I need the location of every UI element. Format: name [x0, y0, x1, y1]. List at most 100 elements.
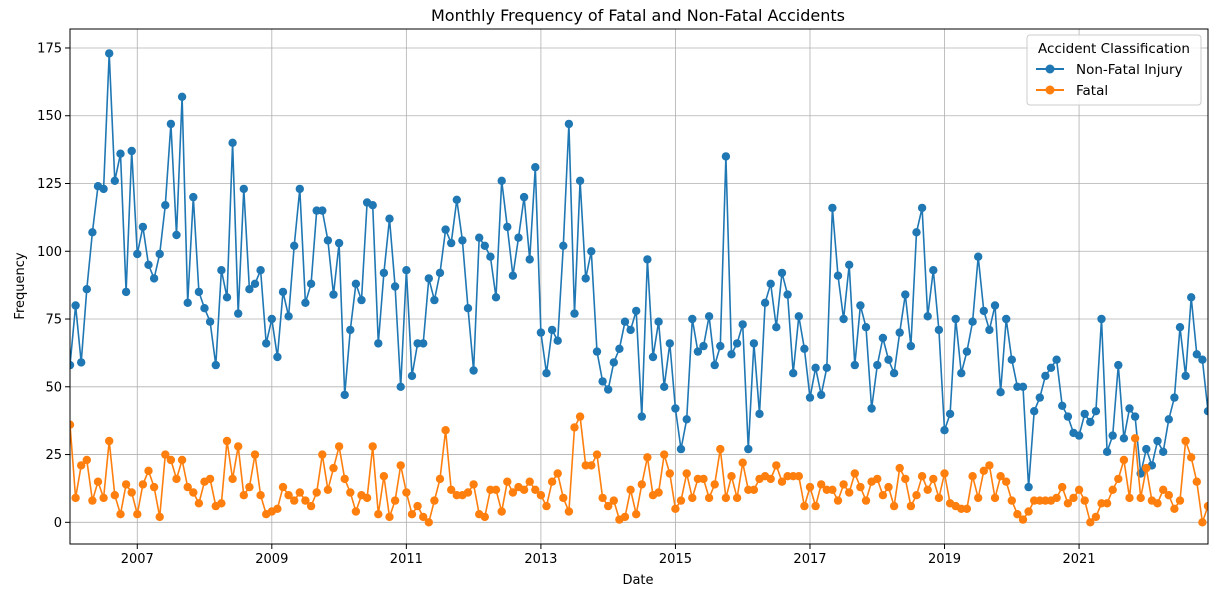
data-point-non-fatal-injury [559, 241, 568, 250]
data-point-non-fatal-injury [1175, 323, 1185, 332]
data-point-non-fatal-injury [934, 325, 944, 335]
data-point-non-fatal-injury [172, 230, 181, 240]
data-point-non-fatal-injury [704, 312, 714, 321]
data-point-fatal [688, 493, 697, 503]
data-point-fatal [632, 510, 641, 519]
data-point-fatal [144, 466, 153, 475]
data-point-fatal [990, 493, 1000, 503]
data-point-non-fatal-injury [867, 404, 876, 413]
legend-marker-non-fatal-injury [1045, 64, 1055, 74]
data-point-non-fatal-injury [284, 312, 293, 321]
data-point-non-fatal-injury [1018, 382, 1028, 391]
data-point-non-fatal-injury [542, 369, 551, 378]
data-point-fatal [828, 485, 837, 494]
data-point-fatal [1203, 501, 1208, 511]
data-point-non-fatal-injury [351, 279, 361, 288]
data-point-fatal [368, 442, 377, 451]
data-point-non-fatal-injury [183, 298, 192, 307]
x-tick-label: 2017 [793, 552, 826, 567]
data-point-fatal [878, 491, 888, 500]
data-point-non-fatal-injury [1181, 371, 1190, 381]
data-point-non-fatal-injury [105, 49, 114, 58]
x-tick-label: 2019 [928, 552, 961, 567]
data-point-fatal [323, 485, 333, 494]
data-point-fatal [850, 469, 859, 478]
data-point-fatal [1192, 477, 1202, 486]
data-point-fatal [598, 493, 607, 503]
data-point-non-fatal-injury [278, 287, 288, 297]
data-point-fatal [912, 491, 921, 500]
data-point-non-fatal-injury [435, 268, 445, 278]
data-point-non-fatal-injury [789, 369, 798, 378]
data-point-fatal [1142, 463, 1151, 473]
data-point-fatal [1170, 504, 1179, 513]
data-point-fatal [604, 501, 613, 511]
data-point-non-fatal-injury [783, 290, 792, 299]
data-point-fatal [917, 472, 927, 481]
data-point-non-fatal-injury [940, 426, 949, 435]
data-point-fatal [1013, 510, 1022, 519]
data-point-fatal [1108, 485, 1117, 494]
data-point-fatal [547, 477, 557, 486]
data-point-fatal [620, 512, 630, 522]
data-point-fatal [116, 510, 125, 519]
data-point-fatal [105, 436, 114, 446]
data-point-non-fatal-injury [519, 192, 529, 202]
data-point-fatal [284, 491, 293, 500]
data-point-fatal [250, 450, 260, 459]
data-point-non-fatal-injury [1002, 314, 1011, 324]
data-point-non-fatal-injury [749, 339, 759, 348]
data-point-non-fatal-injury [1114, 360, 1123, 370]
data-point-non-fatal-injury [581, 274, 590, 283]
data-point-non-fatal-injury [228, 138, 237, 147]
data-point-fatal [1164, 491, 1174, 500]
data-point-non-fatal-injury [620, 317, 630, 326]
data-point-fatal [542, 501, 551, 511]
data-point-fatal [234, 442, 243, 451]
data-point-non-fatal-injury [951, 314, 960, 324]
data-point-fatal [351, 507, 361, 516]
data-point-fatal [340, 474, 349, 484]
data-point-non-fatal-injury [116, 149, 125, 158]
data-point-non-fatal-injury [996, 388, 1005, 397]
data-point-fatal [794, 472, 803, 481]
data-point-non-fatal-injury [536, 328, 546, 337]
data-point-non-fatal-injury [407, 371, 417, 381]
data-point-fatal [385, 512, 394, 522]
data-point-non-fatal-injury [648, 352, 658, 362]
data-point-non-fatal-injury [346, 325, 355, 335]
data-point-non-fatal-injury [873, 360, 882, 370]
data-point-non-fatal-injury [262, 339, 271, 348]
data-point-non-fatal-injury [1153, 436, 1162, 446]
data-point-non-fatal-injury [217, 266, 226, 275]
data-point-non-fatal-injury [250, 279, 260, 288]
data-point-fatal [749, 485, 759, 494]
data-point-fatal [205, 474, 215, 484]
data-point-fatal [390, 496, 400, 505]
data-point-non-fatal-injury [531, 163, 540, 172]
y-tick-label: 150 [37, 109, 62, 124]
y-tick-label: 125 [37, 177, 62, 192]
data-point-non-fatal-injury [777, 268, 787, 278]
data-point-non-fatal-injury [744, 444, 753, 454]
data-point-non-fatal-injury [615, 344, 624, 353]
data-point-non-fatal-injury [626, 325, 635, 335]
data-point-non-fatal-injury [469, 366, 478, 375]
data-point-non-fatal-injury [475, 233, 484, 242]
data-point-non-fatal-injury [155, 249, 164, 259]
data-point-fatal [1002, 477, 1011, 486]
data-point-fatal [704, 493, 714, 503]
data-point-non-fatal-injury [923, 312, 932, 321]
data-point-fatal [1153, 499, 1162, 508]
data-point-non-fatal-injury [839, 314, 848, 324]
data-point-non-fatal-injury [1142, 444, 1151, 454]
data-point-non-fatal-injury [1102, 447, 1112, 456]
data-point-fatal [1074, 485, 1084, 494]
data-point-non-fatal-injury [598, 377, 607, 386]
data-point-non-fatal-injury [1091, 407, 1101, 416]
data-point-fatal [1136, 493, 1145, 503]
data-point-fatal [738, 458, 747, 467]
data-point-non-fatal-injury [497, 176, 506, 185]
data-point-fatal [525, 477, 534, 486]
data-point-fatal [273, 504, 282, 513]
